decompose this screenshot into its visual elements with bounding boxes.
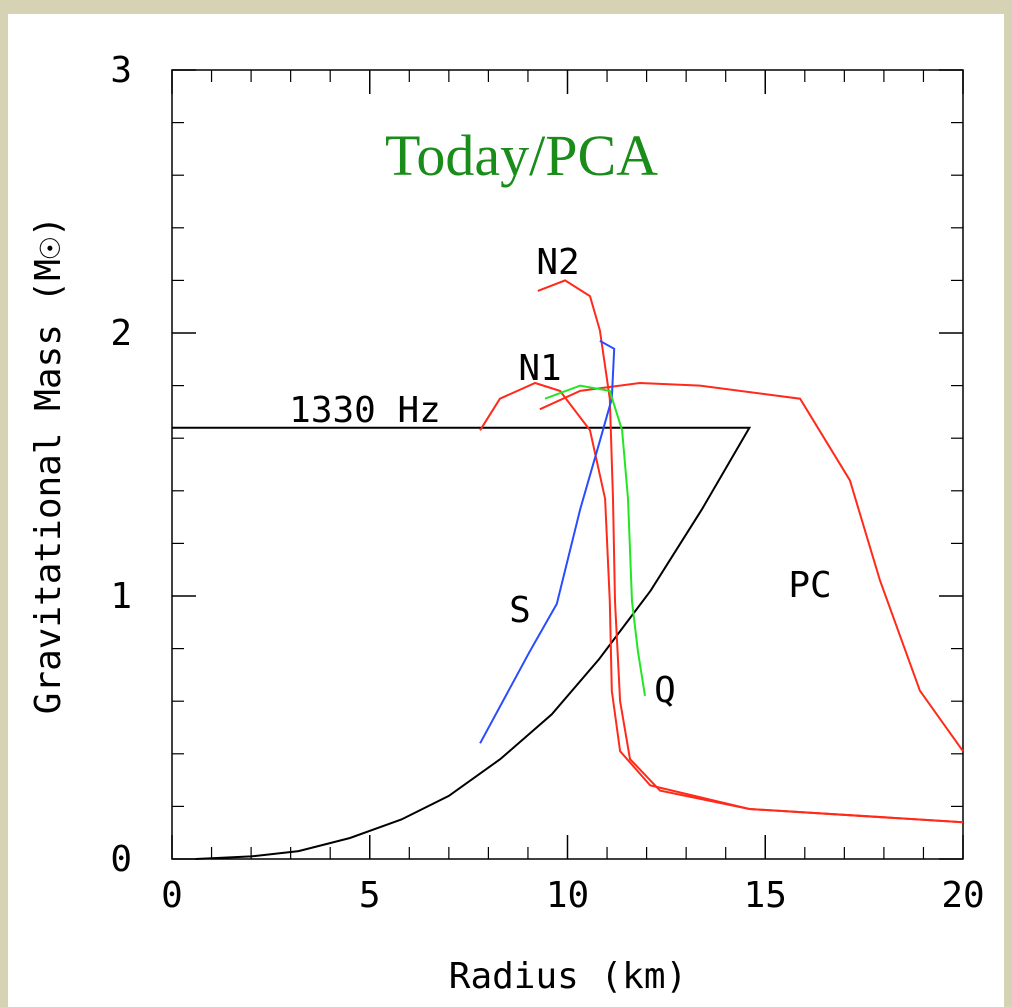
curve <box>479 340 616 744</box>
x-tick-label: 20 <box>941 875 984 916</box>
x-axis-title: Radius (km) <box>449 956 687 997</box>
curve-label: PC <box>788 565 831 606</box>
curve-label: Q <box>654 670 676 711</box>
chart-background <box>8 14 1004 1007</box>
curve <box>537 279 964 824</box>
y-tick-label: 3 <box>110 50 132 91</box>
curve <box>172 426 752 860</box>
y-tick-label: 0 <box>110 839 132 880</box>
x-tick-label: 0 <box>161 875 183 916</box>
curve-label: 1330 Hz <box>289 390 441 431</box>
x-tick-label: 5 <box>359 875 381 916</box>
curve-label: N2 <box>536 242 579 283</box>
x-tick-label: 15 <box>744 875 787 916</box>
x-tick-label: 10 <box>546 875 589 916</box>
y-tick-label: 1 <box>110 576 132 617</box>
curve-label: S <box>509 590 531 631</box>
curve-label: N1 <box>518 348 561 389</box>
curve <box>544 384 646 697</box>
y-axis-title: Gravitational Mass (M☉) <box>28 216 69 715</box>
annotation: Today/PCA <box>385 123 658 188</box>
y-tick-label: 2 <box>110 313 132 354</box>
curve <box>479 381 964 824</box>
